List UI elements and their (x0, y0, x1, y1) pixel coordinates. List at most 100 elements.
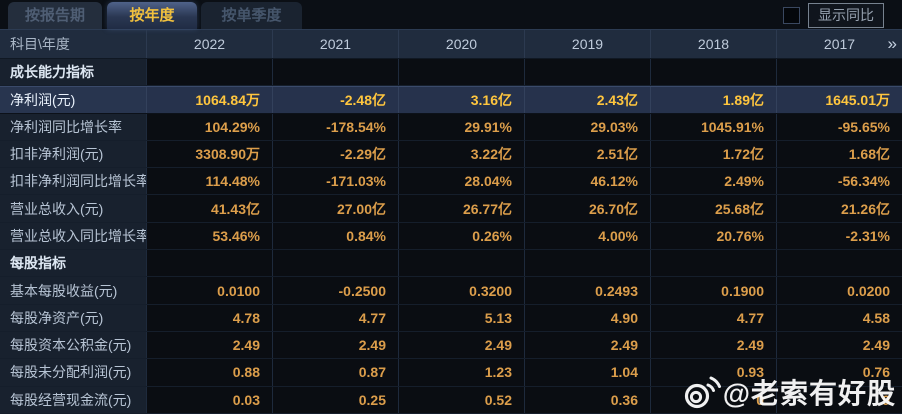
cell-2022: 114.48% (146, 168, 272, 195)
row-label: 每股净资产(元) (0, 304, 146, 331)
cell-2017: -56.34% (776, 168, 902, 195)
cell-2021: -178.54% (272, 113, 398, 140)
table-row[interactable]: 每股未分配利润(元) 0.88 0.87 1.23 1.04 0.93 0.76 (0, 359, 902, 387)
cell-2017 (776, 59, 902, 86)
row-label: 每股经营现金流(元) (0, 386, 146, 413)
row-label: 营业总收入(元) (0, 195, 146, 222)
cell-2022: 2.49 (146, 331, 272, 359)
cell-2020: 5.13 (398, 304, 524, 331)
cell-2019: 2.51亿 (524, 140, 650, 168)
row-label: 基本每股收益(元) (0, 277, 146, 304)
cell-2020: 3.22亿 (398, 140, 524, 168)
cell-2020: 0.52 (398, 386, 524, 413)
year-header-2022: 2022 (146, 30, 272, 58)
tab-report-period[interactable]: 按报告期 (8, 2, 102, 29)
cell-2021: 2.49 (272, 331, 398, 359)
cell-2022: 0.03 (146, 386, 272, 413)
cell-2022: 104.29% (146, 113, 272, 140)
cell-2020: 0.3200 (398, 277, 524, 304)
cell-2017: 1645.01万 (776, 87, 902, 113)
table-row[interactable]: 营业总收入同比增长率 53.46% 0.84% 0.26% 4.00% 20.76% -2.… (0, 222, 902, 251)
cell-2019: 2.43亿 (524, 87, 650, 113)
row-label: 扣非净利润同比增长率 (0, 168, 146, 195)
cell-2019: 4.90 (524, 304, 650, 331)
section-row[interactable]: 成长能力指标 (0, 59, 902, 87)
tab-annual[interactable]: 按年度 (107, 2, 197, 29)
row-label: 成长能力指标 (0, 59, 146, 86)
cell-2019 (524, 59, 650, 86)
cell-2021: 0.87 (272, 359, 398, 386)
show-yoy-label[interactable]: 显示同比 (808, 3, 884, 28)
cell-2020: 29.91% (398, 113, 524, 140)
cell-2019: 26.70亿 (524, 195, 650, 222)
cell-2017: 4.58 (776, 304, 902, 331)
year-header-2018: 2018 (650, 30, 776, 58)
cell-2019: 29.03% (524, 113, 650, 140)
section-row[interactable]: 每股指标 (0, 250, 902, 278)
cell-2020 (398, 250, 524, 277)
cell-2020: 0.26% (398, 222, 524, 250)
cell-2017: -95.65% (776, 113, 902, 140)
cell-2020: 26.77亿 (398, 195, 524, 222)
year-header-2020: 2020 (398, 30, 524, 58)
table-row[interactable]: 每股经营现金流(元) 0.03 0.25 0.52 0.36 0 9 (0, 386, 902, 414)
cell-2018: 1.72亿 (650, 140, 776, 168)
more-years-chevron-icon[interactable]: » (887, 34, 898, 53)
cell-2022: 1064.84万 (146, 87, 272, 113)
row-label: 每股资本公积金(元) (0, 331, 146, 359)
year-label: 2018 (697, 36, 730, 52)
cell-2018 (650, 250, 776, 277)
cell-2017: 21.26亿 (776, 195, 902, 222)
table-row[interactable]: 每股净资产(元) 4.78 4.77 5.13 4.90 4.77 4.58 (0, 304, 902, 332)
cell-2020: 3.16亿 (398, 87, 524, 113)
year-header-2019: 2019 (524, 30, 650, 58)
year-header-2017: 2017 » (776, 30, 902, 58)
year-label: 2022 (193, 36, 226, 52)
table-row[interactable]: 扣非净利润同比增长率 114.48% -171.03% 28.04% 46.12% 2.4… (0, 168, 902, 196)
cell-2018 (650, 59, 776, 86)
cell-2021: 27.00亿 (272, 195, 398, 222)
cell-2018: 0 (650, 386, 776, 413)
cell-2018: 20.76% (650, 222, 776, 250)
cell-2017: 0.0200 (776, 277, 902, 304)
cell-2021: -171.03% (272, 168, 398, 195)
cell-2018: 0.93 (650, 359, 776, 386)
cell-2021: -2.29亿 (272, 140, 398, 168)
show-yoy-checkbox[interactable] (783, 7, 800, 24)
table-row[interactable]: 每股资本公积金(元) 2.49 2.49 2.49 2.49 2.49 2.49 (0, 331, 902, 360)
cell-2017: 2.49 (776, 331, 902, 359)
cell-2019: 46.12% (524, 168, 650, 195)
cell-2018: 2.49 (650, 331, 776, 359)
table-row[interactable]: 净利润(元) 1064.84万 -2.48亿 3.16亿 2.43亿 1.89亿 1645.… (0, 86, 902, 114)
cell-2021: 0.25 (272, 386, 398, 413)
cell-2022 (146, 59, 272, 86)
cell-2021 (272, 250, 398, 277)
table-row[interactable]: 净利润同比增长率 104.29% -178.54% 29.91% 29.03% 1045.… (0, 113, 902, 141)
table-row[interactable]: 基本每股收益(元) 0.0100 -0.2500 0.3200 0.2493 0.1900… (0, 277, 902, 305)
year-header-2021: 2021 (272, 30, 398, 58)
cell-2021: -2.48亿 (272, 87, 398, 113)
cell-2020: 2.49 (398, 331, 524, 359)
cell-2020: 1.23 (398, 359, 524, 386)
cell-2018: 2.49% (650, 168, 776, 195)
corner-header: 科目\年度 (0, 30, 146, 58)
table-body: 成长能力指标 净利润(元) 1064.84万 -2.48亿 3.16亿 2.43亿 1.89… (0, 59, 902, 414)
cell-2020 (398, 59, 524, 86)
cell-2019: 4.00% (524, 222, 650, 250)
row-label: 净利润同比增长率 (0, 113, 146, 140)
year-label: 2017 (823, 36, 856, 52)
cell-2021 (272, 59, 398, 86)
tab-single-quarter[interactable]: 按单季度 (201, 2, 302, 29)
table-row[interactable]: 营业总收入(元) 41.43亿 27.00亿 26.77亿 26.70亿 25.68亿 21… (0, 195, 902, 223)
cell-2022: 0.88 (146, 359, 272, 386)
table-row[interactable]: 扣非净利润(元) 3308.90万 -2.29亿 3.22亿 2.51亿 1.72亿 1.6… (0, 140, 902, 169)
cell-2022: 3308.90万 (146, 140, 272, 168)
row-label: 每股未分配利润(元) (0, 359, 146, 386)
cell-2022: 4.78 (146, 304, 272, 331)
cell-2018: 1045.91% (650, 113, 776, 140)
cell-2019: 0.2493 (524, 277, 650, 304)
cell-2021: -0.2500 (272, 277, 398, 304)
year-label: 2019 (571, 36, 604, 52)
year-label: 2020 (445, 36, 478, 52)
